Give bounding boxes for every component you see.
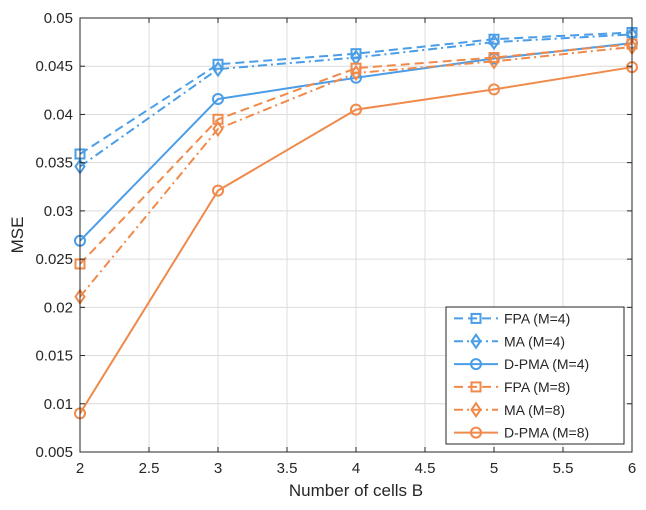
x-tick-label: 3: [214, 460, 222, 477]
legend-marker: [470, 312, 482, 324]
data-point: [488, 83, 500, 96]
data-point: [212, 93, 224, 106]
y-tick-label: 0.005: [35, 444, 73, 461]
legend-item: MA (M=4): [454, 332, 565, 350]
data-point: [488, 52, 500, 64]
x-tick-label: 3.5: [277, 460, 298, 477]
x-tick-label: 2.5: [139, 460, 160, 477]
data-point: [488, 33, 500, 51]
y-tick-label: 0.04: [44, 106, 73, 123]
legend-label: FPA (M=4): [504, 310, 570, 326]
legend-marker: [470, 358, 482, 371]
data-point: [350, 64, 362, 82]
series-line: [79, 45, 633, 298]
x-tick-label: 4.5: [415, 460, 436, 477]
data-point: [488, 53, 500, 70]
series-line: [79, 31, 633, 155]
legend-marker: [470, 401, 482, 419]
y-tick-label: 0.015: [35, 348, 73, 365]
legend-label: D-PMA (M=8): [504, 425, 589, 441]
data-point: [212, 60, 224, 78]
x-tick-label: 4: [352, 460, 360, 477]
legend-box: [445, 306, 625, 445]
data-point: [212, 184, 224, 197]
y-tick-label: 0.01: [44, 396, 73, 413]
legend-label: MA (M=8): [504, 402, 565, 418]
legend-item: MA (M=8): [454, 401, 565, 419]
x-tick-label: 5: [490, 460, 498, 477]
axis-ticks: 2 2.5 3 3.5 4 4.5 5 5.5 6 0.005 0.01 0.015 0.02 0.025…: [35, 10, 636, 477]
series-line: [79, 33, 633, 168]
legend-label: MA (M=4): [504, 333, 565, 349]
series-line: [79, 66, 633, 414]
series-layer: [74, 26, 638, 420]
y-tick-label: 0.035: [35, 155, 73, 172]
legend-item: D-PMA (M=8): [454, 425, 589, 441]
legend-label: D-PMA (M=4): [504, 356, 589, 372]
y-tick-label: 0.05: [44, 10, 73, 27]
x-tick-label: 5.5: [553, 460, 574, 477]
legend: FPA (M=4) MA (M=4) D-PMA (M=4) FPA (M=8) MA …: [445, 306, 625, 445]
x-tick-label: 2: [76, 460, 84, 477]
data-point: [350, 103, 362, 116]
legend-item: FPA (M=4): [454, 310, 570, 326]
legend-item: FPA (M=8): [454, 379, 570, 395]
data-point: [212, 58, 224, 70]
x-tick-label: 6: [628, 460, 636, 477]
legend-item: D-PMA (M=4): [454, 356, 589, 372]
y-tick-label: 0.045: [35, 58, 73, 75]
legend-label: FPA (M=8): [504, 379, 570, 395]
y-tick-label: 0.02: [44, 299, 73, 316]
legend-marker: [470, 381, 482, 393]
y-tick-label: 0.03: [44, 203, 73, 220]
y-tick-label: 0.025: [35, 251, 73, 268]
data-point: [212, 120, 224, 138]
x-axis-label: Number of cells B: [289, 481, 423, 500]
y-axis-label: MSE: [8, 217, 27, 254]
legend-marker: [470, 332, 482, 350]
series-line: [79, 43, 633, 265]
legend-marker: [470, 426, 482, 439]
